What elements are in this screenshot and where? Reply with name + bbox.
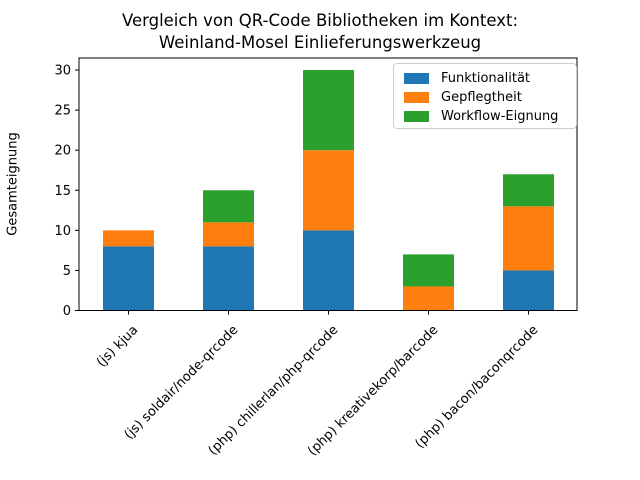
bar-segment xyxy=(203,222,254,247)
bar-segment xyxy=(403,254,454,287)
bar-segment xyxy=(103,230,154,247)
chart-title: Vergleich von QR-Code Bibliotheken im Ko… xyxy=(121,11,519,52)
bar-segment xyxy=(503,270,554,311)
legend-label-funktionalitaet: Funktionalität xyxy=(441,71,531,86)
legend-label-gepflegtheit: Gepflegtheit xyxy=(441,90,522,105)
legend-entry: Workflow-Eignung xyxy=(402,107,568,126)
bar-segment xyxy=(303,150,354,231)
legend-swatch-workflow-eignung xyxy=(404,111,429,122)
legend: Funktionalität Gepflegtheit Workflow-Eig… xyxy=(393,63,577,129)
bar-segment xyxy=(503,206,554,271)
y-tick-label: 10 xyxy=(54,224,71,239)
legend-swatch-funktionalitaet xyxy=(404,73,429,84)
bar-segment xyxy=(203,246,254,311)
bar-segment xyxy=(203,190,254,223)
bar-segment xyxy=(403,286,454,311)
y-tick-label: 30 xyxy=(54,64,71,79)
x-tick-label: (js) kjua xyxy=(94,323,141,370)
legend-entry: Gepflegtheit xyxy=(402,88,568,107)
y-tick-label: 15 xyxy=(54,184,71,199)
x-tick-label: (js) soldair/node-qrcode xyxy=(122,323,242,443)
bar-segment xyxy=(303,230,354,311)
legend-entry: Funktionalität xyxy=(402,69,568,88)
bar-segment xyxy=(503,174,554,207)
legend-swatch-gepflegtheit xyxy=(404,92,429,103)
y-tick-label: 20 xyxy=(54,144,71,159)
y-tick-label: 0 xyxy=(63,304,71,319)
y-tick-label: 25 xyxy=(54,104,71,119)
y-tick-label: 5 xyxy=(63,264,71,279)
bar-segment xyxy=(303,70,354,151)
bar-segment xyxy=(103,246,154,311)
legend-label-workflow-eignung: Workflow-Eignung xyxy=(441,109,559,124)
